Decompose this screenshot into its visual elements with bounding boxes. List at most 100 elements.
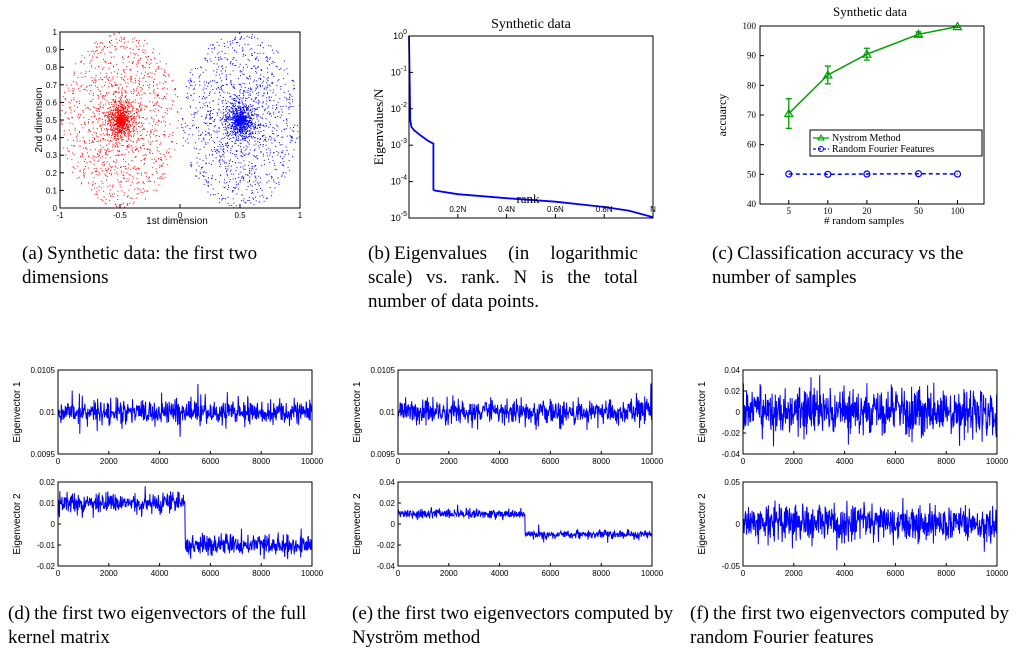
scatter-point <box>88 93 90 95</box>
scatter-point <box>131 114 133 116</box>
scatter-point <box>230 170 231 172</box>
scatter-point <box>136 87 138 89</box>
x-tick-label: 20 <box>862 206 872 216</box>
scatter-point <box>274 168 276 170</box>
scatter-point <box>247 164 249 166</box>
scatter-point <box>194 114 196 116</box>
scatter-point <box>233 173 234 175</box>
plot-frame <box>59 31 301 209</box>
scatter-point <box>158 105 160 107</box>
scatter-point <box>134 116 135 118</box>
scatter-point <box>245 115 247 116</box>
scatter-point <box>253 65 255 67</box>
scatter-point <box>126 98 128 100</box>
scatter-point <box>115 85 117 86</box>
scatter-point <box>119 143 121 145</box>
scatter-point <box>122 139 123 141</box>
scatter-point <box>252 91 254 93</box>
scatter-point <box>237 41 239 43</box>
scatter-point <box>149 152 151 154</box>
scatter-point <box>207 142 209 144</box>
scatter-point <box>98 155 100 156</box>
scatter-point <box>234 102 236 104</box>
scatter-point <box>119 130 121 132</box>
scatter-point <box>129 132 130 134</box>
scatter-point <box>83 174 85 176</box>
scatter-point <box>189 164 191 166</box>
scatter-point <box>247 154 249 155</box>
scatter-point <box>285 172 287 174</box>
scatter-point <box>128 120 130 122</box>
scatter-point <box>238 138 240 140</box>
scatter-point <box>125 120 127 122</box>
scatter-point <box>112 110 114 112</box>
scatter-point <box>223 133 225 135</box>
scatter-point <box>135 45 137 47</box>
scatter-point <box>211 48 213 50</box>
scatter-point <box>81 76 83 78</box>
scatter-point <box>111 112 113 114</box>
scatter-point <box>278 181 280 183</box>
scatter-point <box>255 126 256 128</box>
scatter-point <box>91 141 92 143</box>
scatter-point <box>229 131 231 132</box>
scatter-point <box>177 120 179 122</box>
scatter-point <box>121 107 123 109</box>
scatter-point <box>112 78 114 80</box>
scatter-point <box>136 193 138 195</box>
scatter-point <box>131 148 133 150</box>
scatter-point <box>242 152 244 154</box>
scatter-point <box>239 119 240 121</box>
scatter-point <box>222 146 224 148</box>
scatter-point <box>61 110 63 112</box>
scatter-point <box>226 117 228 119</box>
scatter-point <box>117 137 119 139</box>
scatter-point <box>118 126 120 128</box>
scatter-point <box>235 121 237 123</box>
scatter-point <box>209 117 211 119</box>
scatter-point <box>90 65 92 67</box>
scatter-point <box>212 140 214 142</box>
scatter-point <box>119 99 121 101</box>
scatter-point <box>222 116 224 118</box>
scatter-point <box>267 77 269 79</box>
scatter-point <box>180 107 182 109</box>
scatter-point <box>219 95 221 97</box>
scatter-point <box>116 122 118 124</box>
scatter-point <box>112 113 114 115</box>
scatter-point <box>127 78 129 80</box>
scatter-point <box>135 156 137 157</box>
scatter-point <box>230 117 232 118</box>
scatter-point <box>239 99 240 101</box>
scatter-point <box>249 122 251 123</box>
scatter-point <box>108 150 110 152</box>
scatter-point <box>229 138 230 140</box>
scatter-point <box>268 158 269 160</box>
scatter-point <box>107 121 109 123</box>
caption-text: Synthetic data: the first two dimensions <box>22 243 258 288</box>
scatter-point <box>104 84 106 86</box>
scatter-point <box>236 150 238 152</box>
scatter-point <box>116 115 117 117</box>
scatter-point <box>234 124 236 126</box>
scatter-point <box>199 101 201 103</box>
scatter-point <box>222 149 224 151</box>
scatter-point <box>209 139 211 141</box>
scatter-point <box>275 109 277 111</box>
scatter-point <box>124 72 126 74</box>
scatter-point <box>263 153 264 155</box>
scatter-point <box>147 56 149 57</box>
scatter-point <box>245 129 247 131</box>
scatter-point <box>125 127 127 129</box>
x-tick-label: 6000 <box>542 569 560 578</box>
scatter-point <box>110 122 112 124</box>
scatter-point <box>149 136 151 138</box>
scatter-point <box>234 130 236 132</box>
scatter-point <box>208 47 210 49</box>
scatter-point <box>187 96 189 98</box>
scatter-point <box>257 66 259 68</box>
scatter-point <box>224 186 226 188</box>
scatter-point <box>230 169 232 171</box>
scatter-point <box>88 155 89 157</box>
y-tick-label: -0.01 <box>37 541 56 550</box>
